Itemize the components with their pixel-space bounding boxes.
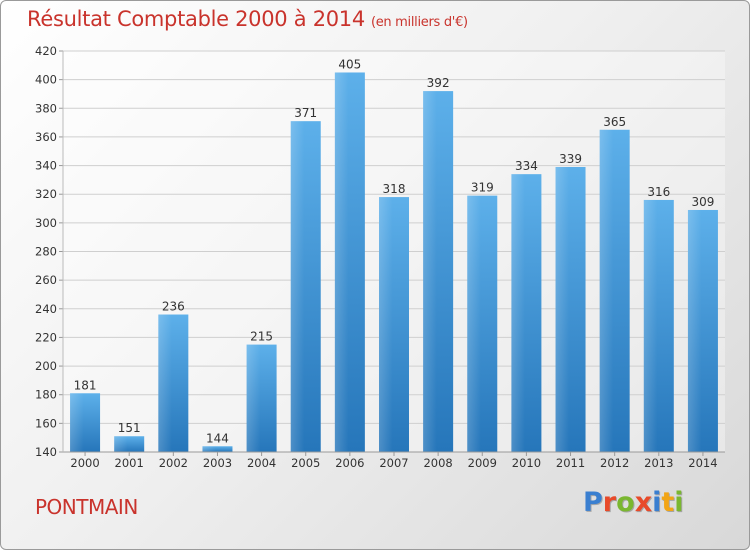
logo-letter: i <box>652 487 662 518</box>
y-tick-label: 180 <box>35 388 57 402</box>
x-tick-label: 2008 <box>423 456 452 470</box>
logo-letter: t <box>661 487 675 518</box>
bar-highlight <box>246 344 261 452</box>
x-tick-label: 2006 <box>335 456 364 470</box>
y-tick-label: 420 <box>35 44 57 58</box>
data-label: 236 <box>162 300 185 314</box>
logo-letter: P <box>583 487 603 518</box>
y-tick-label: 220 <box>35 330 57 344</box>
x-tick-label: 2005 <box>291 456 320 470</box>
x-tick-label: 2001 <box>115 456 144 470</box>
data-label: 318 <box>383 182 406 196</box>
y-tick-label: 320 <box>35 187 57 201</box>
y-axis-ticks: 140 160 180 200 220 240 260 280 300 320 340 360 380 4… <box>35 44 63 459</box>
bar-highlight <box>555 167 570 452</box>
bar-highlight <box>334 72 349 452</box>
x-tick-label: 2002 <box>159 456 188 470</box>
bar-highlight <box>114 436 128 452</box>
x-tick-label: 2004 <box>247 456 276 470</box>
chart-subtitle: (en milliers d'€) <box>370 15 468 30</box>
bar-highlight <box>290 121 305 453</box>
chart-title: Résultat Comptable 2000 à 2014 (en millie… <box>27 7 468 31</box>
logo-letter: o <box>616 487 635 518</box>
y-tick-label: 160 <box>35 416 57 430</box>
data-label: 371 <box>294 106 317 120</box>
x-tick-label: 2009 <box>468 456 497 470</box>
bar-highlight <box>423 91 437 452</box>
data-label: 319 <box>471 181 494 195</box>
data-label: 181 <box>74 378 97 392</box>
y-tick-label: 280 <box>35 245 57 259</box>
data-label: 339 <box>559 152 582 166</box>
bar-highlight <box>379 197 393 452</box>
bar-highlight <box>467 195 481 452</box>
data-labels: 181 151 236 144 215 371 405 318 392 319 334 339 365 3… <box>74 57 715 445</box>
y-tick-label: 140 <box>35 445 57 459</box>
y-tick-label: 260 <box>35 273 57 287</box>
bar-highlight <box>687 209 702 452</box>
y-tick-label: 200 <box>35 359 57 373</box>
data-label: 405 <box>338 57 361 71</box>
x-tick-label: 2013 <box>644 456 673 470</box>
x-tick-label: 2003 <box>203 456 232 470</box>
bar-highlight <box>70 393 84 452</box>
x-tick-label: 2014 <box>688 456 717 470</box>
bar-highlight <box>202 446 216 452</box>
x-tick-label: 2012 <box>600 456 629 470</box>
logo-letter: i <box>674 487 684 518</box>
y-tick-label: 400 <box>35 73 57 87</box>
logo-letter: r <box>602 487 617 518</box>
y-tick-label: 380 <box>35 101 57 115</box>
data-label: 316 <box>647 185 670 199</box>
data-label: 151 <box>118 421 141 435</box>
title-text: Résultat Comptable 2000 à 2014 <box>27 7 365 31</box>
y-tick-label: 360 <box>35 130 57 144</box>
town-name: PONTMAIN <box>35 495 138 519</box>
x-axis-ticks: 2000 2001 2002 2003 2004 2005 2006 2007 2008 2009… <box>70 452 718 470</box>
x-tick-label: 2007 <box>379 456 408 470</box>
data-label: 309 <box>691 195 714 209</box>
bar-highlight <box>158 314 172 452</box>
y-tick-label: 300 <box>35 216 57 230</box>
x-tick-label: 2010 <box>512 456 541 470</box>
bar <box>202 446 233 452</box>
data-label: 334 <box>515 159 538 173</box>
bar-highlight <box>511 174 525 452</box>
x-tick-label: 2000 <box>70 456 99 470</box>
data-label: 392 <box>427 76 450 90</box>
bar-highlight <box>643 199 658 452</box>
data-label: 215 <box>250 330 273 344</box>
x-tick-label: 2011 <box>556 456 585 470</box>
bar-highlight <box>599 129 614 452</box>
data-label: 144 <box>206 431 229 445</box>
y-tick-label: 240 <box>35 302 57 316</box>
y-tick-label: 340 <box>35 159 57 173</box>
logo-letter: x <box>634 487 653 518</box>
proxiti-logo: Proxiti <box>583 487 684 518</box>
data-label: 365 <box>603 115 626 129</box>
bars <box>70 72 718 453</box>
